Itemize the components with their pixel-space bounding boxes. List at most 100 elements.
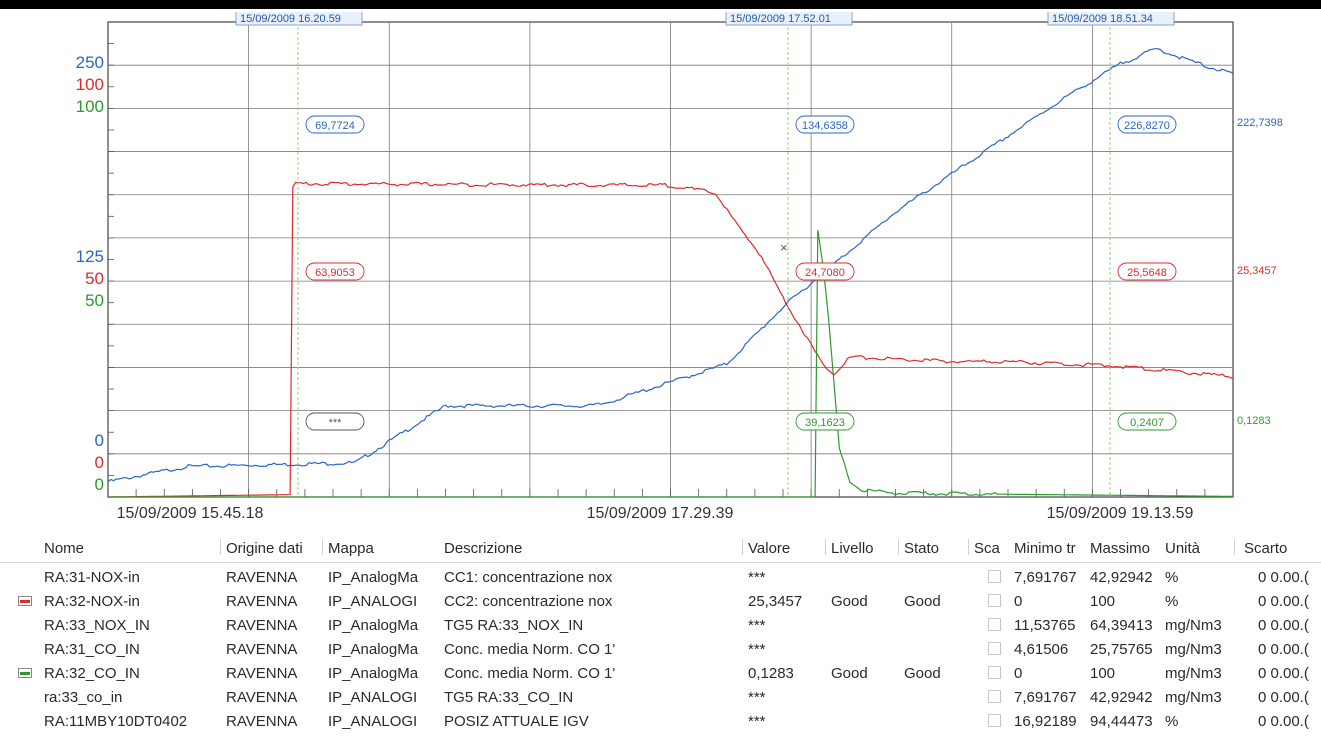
col-descrizione[interactable]: Descrizione [444, 540, 523, 557]
col-massimo[interactable]: Massimo [1090, 540, 1151, 557]
table-header: Nome Origine dati Mappa Descrizione Valo… [0, 534, 1321, 563]
row-max: 42,92942 [1090, 569, 1153, 586]
row-max: 100 [1090, 665, 1116, 682]
row-source: RAVENNA [226, 569, 298, 586]
scale-checkbox[interactable] [988, 570, 1001, 583]
row-name: ra:33_co_in [44, 689, 123, 706]
row-map: IP_ANALOGI [328, 689, 418, 706]
cursor-time-box [1047, 12, 1175, 26]
current-value: 25,3457 [1237, 265, 1277, 277]
scale-checkbox[interactable] [988, 714, 1001, 727]
row-name: RA:32_CO_IN [44, 665, 140, 682]
table-row[interactable]: RA:11MBY10DT0402 RAVENNA IP_ANALOGI POSIZ A… [0, 710, 1321, 734]
cursor-value: 25,5648 [1127, 267, 1167, 279]
row-unit: mg/Nm3 [1165, 665, 1222, 682]
col-stato[interactable]: Stato [904, 540, 940, 557]
row-value: 25,3457 [748, 593, 803, 610]
scale-checkbox[interactable] [988, 666, 1001, 679]
row-offset: 0 0.00.( [1258, 641, 1309, 658]
row-max: 64,39413 [1090, 617, 1153, 634]
row-value: *** [748, 569, 766, 586]
row-status: Good [904, 665, 941, 682]
column-divider[interactable] [968, 539, 969, 555]
column-divider[interactable] [220, 539, 221, 555]
row-unit: mg/Nm3 [1165, 617, 1222, 634]
row-description: TG5 RA:33_NOX_IN [444, 617, 584, 634]
table-row[interactable]: RA:33_NOX_IN RAVENNA IP_AnalogMa TG5 RA:33_… [0, 614, 1321, 638]
cursor-value-box [795, 115, 855, 134]
trend-chart[interactable]: × 15/09/2009 16.20.5969,772463,9053***15… [0, 12, 1321, 530]
cursor-value-box [1117, 412, 1177, 431]
row-map: IP_ANALOGI [328, 713, 418, 730]
row-offset: 0 0.00.( [1258, 665, 1309, 682]
cursor-time-label: 15/09/2009 18.51.34 [1052, 13, 1153, 25]
chart-series: × [107, 48, 1234, 498]
current-value: 222,7398 [1237, 117, 1283, 129]
column-divider[interactable] [742, 539, 743, 555]
row-map: IP_AnalogMa [328, 617, 419, 634]
series-line [107, 48, 1234, 483]
column-divider[interactable] [825, 539, 826, 555]
row-value: 0,1283 [748, 665, 794, 682]
scale-checkbox[interactable] [988, 594, 1001, 607]
row-map: IP_ANALOGI [328, 593, 418, 610]
col-scala[interactable]: Sca [974, 540, 1000, 557]
row-description: Conc. media Norm. CO 1' [444, 641, 616, 658]
col-minimo[interactable]: Minimo tr [1014, 540, 1076, 557]
table-row[interactable]: RA:32-NOX-in RAVENNA IP_ANALOGI CC2: concen… [0, 590, 1321, 614]
row-min: 16,92189 [1014, 713, 1077, 730]
row-level: Good [831, 593, 868, 610]
cursor-value: 226,8270 [1124, 120, 1170, 132]
col-unita[interactable]: Unità [1165, 540, 1201, 557]
table-row[interactable]: RA:31-NOX-in RAVENNA IP_AnalogMa CC1: conce… [0, 566, 1321, 590]
chart-cursors[interactable]: 15/09/2009 16.20.59 69,7724 63,9053 *** 15/0… [235, 12, 1177, 497]
cursor-value: 39,1623 [805, 417, 845, 429]
row-name: RA:31-NOX-in [44, 569, 140, 586]
row-min: 4,61506 [1014, 641, 1069, 658]
col-mappa[interactable]: Mappa [328, 540, 374, 557]
current-values: 222,7398 25,3457 0,1283 [1233, 117, 1283, 427]
cursor-value-box [305, 262, 365, 281]
row-description: CC2: concentrazione nox [444, 593, 613, 610]
row-min: 0 [1014, 665, 1023, 682]
y-axis-tick-label: 0 [95, 431, 104, 450]
column-divider[interactable] [322, 539, 323, 555]
row-offset: 0 0.00.( [1258, 689, 1309, 706]
row-name: RA:11MBY10DT0402 [44, 713, 188, 730]
row-description: Conc. media Norm. CO 1' [444, 665, 616, 682]
column-divider[interactable] [1234, 539, 1235, 555]
chart-grid [107, 21, 1234, 498]
row-value: *** [748, 713, 766, 730]
cursor-time-box [235, 12, 363, 26]
row-unit: mg/Nm3 [1165, 689, 1222, 706]
row-offset: 0 0.00.( [1258, 593, 1309, 610]
row-max: 94,44473 [1090, 713, 1153, 730]
series-color-swatch[interactable] [18, 596, 32, 606]
series-color-swatch[interactable] [18, 668, 32, 678]
row-source: RAVENNA [226, 713, 298, 730]
row-description: TG5 RA:33_CO_IN [444, 689, 574, 706]
col-livello[interactable]: Livello [831, 540, 874, 557]
row-map: IP_AnalogMa [328, 569, 419, 586]
row-status: Good [904, 593, 941, 610]
scale-checkbox[interactable] [988, 690, 1001, 703]
table-row[interactable]: RA:32_CO_IN RAVENNA IP_AnalogMa Conc. media… [0, 662, 1321, 686]
cursor-value: 134,6358 [802, 120, 848, 132]
col-origine[interactable]: Origine dati [226, 540, 303, 557]
table-row[interactable]: RA:31_CO_IN RAVENNA IP_AnalogMa Conc. media… [0, 638, 1321, 662]
table-row[interactable]: ra:33_co_in RAVENNA IP_ANALOGI TG5 RA:33_CO… [0, 686, 1321, 710]
scale-checkbox[interactable] [988, 642, 1001, 655]
cursor-value: *** [329, 417, 343, 429]
row-name: RA:32-NOX-in [44, 593, 140, 610]
top-border [0, 0, 1321, 9]
tag-table[interactable]: Nome Origine dati Mappa Descrizione Valo… [0, 534, 1321, 749]
scale-checkbox[interactable] [988, 618, 1001, 631]
col-valore[interactable]: Valore [748, 540, 791, 557]
col-scarto[interactable]: Scarto [1244, 540, 1288, 557]
row-max: 42,92942 [1090, 689, 1153, 706]
row-source: RAVENNA [226, 665, 298, 682]
column-divider[interactable] [898, 539, 899, 555]
row-source: RAVENNA [226, 593, 298, 610]
row-max: 100 [1090, 593, 1116, 610]
col-nome[interactable]: Nome [44, 540, 85, 557]
